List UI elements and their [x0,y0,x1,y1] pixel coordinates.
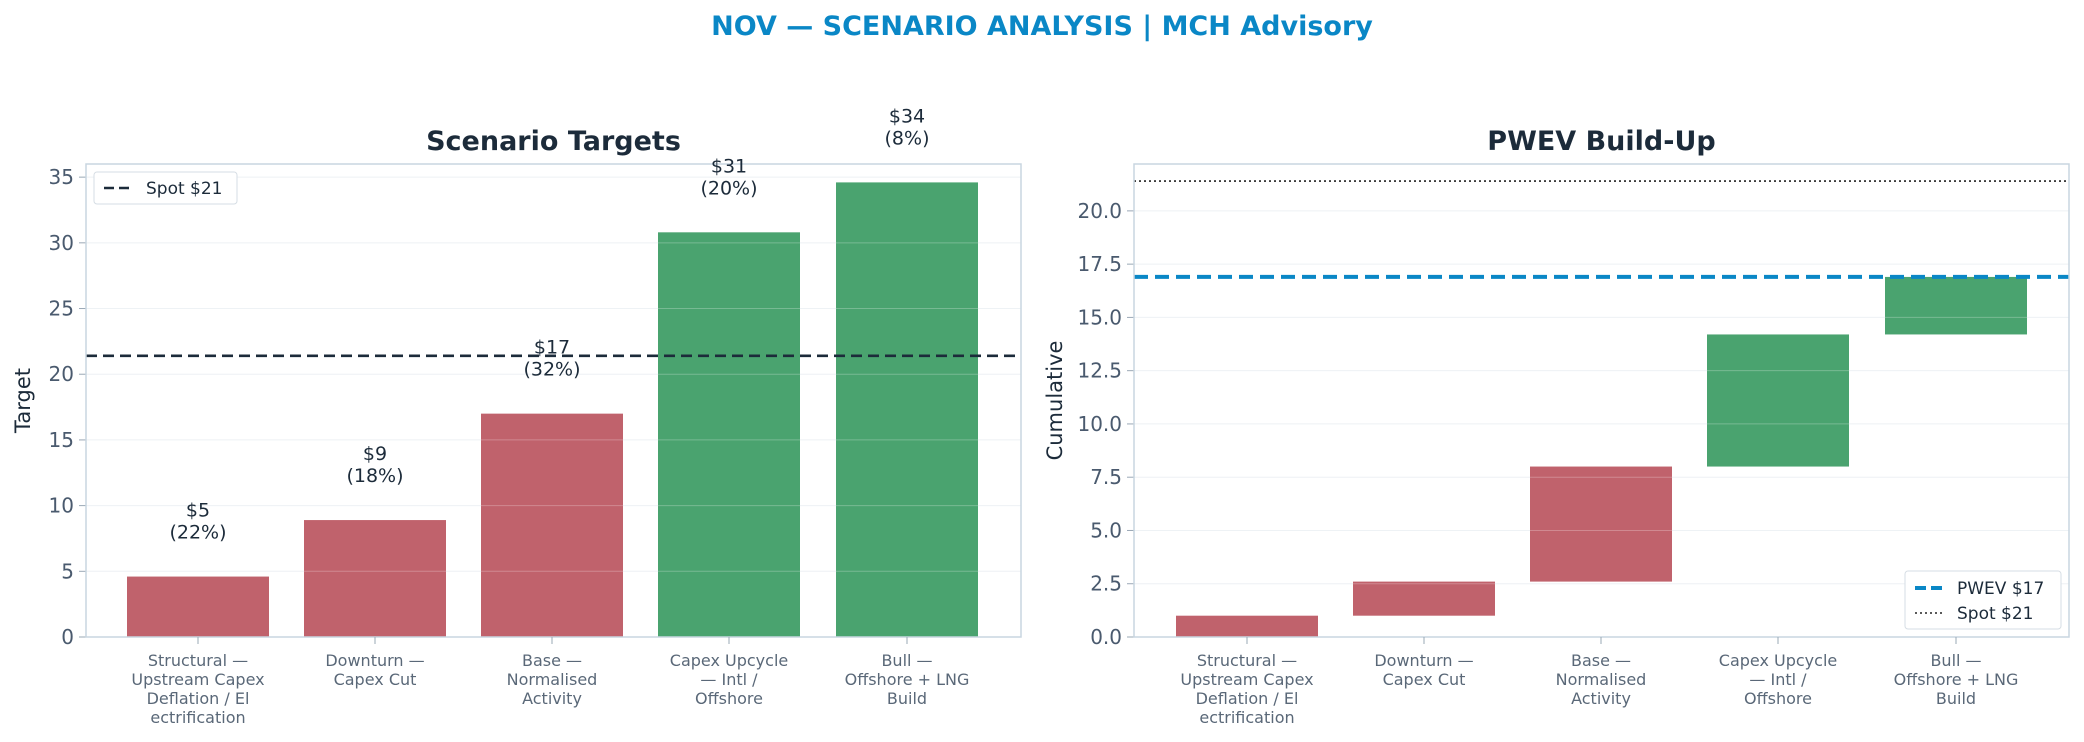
x-tick-label: Deflation / El [147,689,250,708]
y-tick-label: 10.0 [1077,412,1122,436]
y-axis-label: Target [11,368,35,434]
y-tick-label: 30 [49,231,74,255]
legend: Spot $21 [93,171,238,205]
y-tick-label: 20.0 [1077,199,1122,223]
bar [1353,581,1495,616]
y-tick-label: 17.5 [1077,252,1122,276]
data-label-prob: (22%) [169,522,226,544]
legend-label: Spot $21 [146,179,223,199]
x-tick-label: Downturn — [325,651,424,670]
x-tick-label: Capex Cut [334,670,417,689]
legend-box [93,171,238,205]
x-tick-label: Offshore [1744,689,1812,708]
bar [127,576,269,637]
x-tick-label: ectrification [150,708,245,727]
bar [304,520,446,637]
x-tick-label: Capex Upcycle [1719,651,1837,670]
bar [1707,334,1849,467]
chart-title: Scenario Targets [426,126,681,157]
y-tick-label: 35 [49,165,74,189]
bar [481,413,623,637]
x-tick-label: Upstream Capex [131,670,264,689]
x-tick-label: Offshore + LNG [845,670,970,689]
legend-label: PWEV $17 [1957,579,2044,599]
x-tick-label: Downturn — [1374,651,1473,670]
x-tick-label: Activity [522,689,582,708]
scenario-targets-chart: 0 5 10 15 20 25 30 35 Structural —Upstream Capex… [11,105,1022,727]
bar [1885,276,2027,335]
data-label-prob: (8%) [885,127,930,149]
x-tick-label: Upstream Capex [1180,670,1313,689]
y-tick-label: 15 [49,428,74,452]
x-tick-label: Structural — [1197,651,1297,670]
y-tick-label: 2.5 [1090,572,1122,596]
x-tick-label: Normalised [1556,670,1647,689]
x-tick-label: Structural — [148,651,248,670]
x-tick-label: Offshore [695,689,763,708]
y-tick-label: 5.0 [1090,518,1122,542]
x-tick-label: Capex Cut [1383,670,1466,689]
figure-title: NOV — SCENARIO ANALYSIS | MCH Advisory [711,11,1373,42]
y-axis-label: Cumulative [1043,341,1067,461]
y-tick-label: 15.0 [1077,305,1122,329]
y-tick-label: 5 [61,559,74,583]
x-tick-label: Bull — [1930,651,1981,670]
pwev-buildup-chart: 0.0 2.5 5.0 7.5 10.0 12.5 15.0 17.5 20.0 Structur… [1043,126,2070,727]
legend-label: Spot $21 [1957,604,2034,624]
x-tick-label: Normalised [507,670,598,689]
y-tick-label: 0.0 [1090,625,1122,649]
x-tick-label: Activity [1571,689,1631,708]
legend: PWEV $17 Spot $21 [1904,570,2062,630]
x-tick-label: — Intl / [1749,670,1807,689]
x-tick-label: Bull — [881,651,932,670]
data-label-value: $34 [889,105,925,127]
legend-box [1904,570,2062,630]
bar [836,182,978,637]
data-label-value: $9 [363,443,387,465]
bar [1176,615,1318,637]
y-tick-label: 12.5 [1077,359,1122,383]
chart-title: PWEV Build-Up [1487,126,1715,157]
x-tick-label: — Intl / [700,670,758,689]
data-label-value: $5 [186,500,210,522]
data-label-prob: (32%) [523,359,580,381]
bar [658,232,800,638]
plot-frame [85,163,1022,638]
x-tick-label: Build [887,689,927,708]
x-tick-label: ectrification [1199,708,1294,727]
y-tick-label: 10 [49,494,74,518]
data-label-value: $17 [534,337,570,359]
data-label-prob: (20%) [700,177,757,199]
bar [1530,466,1672,582]
x-tick-label: Offshore + LNG [1894,670,2019,689]
y-tick-label: 0 [61,625,74,649]
y-tick-label: 25 [49,297,74,321]
x-tick-label: Capex Upcycle [670,651,788,670]
data-label-prob: (18%) [346,465,403,487]
x-tick-label: Deflation / El [1196,689,1299,708]
y-tick-label: 7.5 [1090,465,1122,489]
y-tick-label: 20 [49,362,74,386]
x-tick-label: Build [1936,689,1976,708]
x-tick-label: Base — [522,651,582,670]
data-label-value: $31 [711,155,747,177]
x-tick-label: Base — [1571,651,1631,670]
